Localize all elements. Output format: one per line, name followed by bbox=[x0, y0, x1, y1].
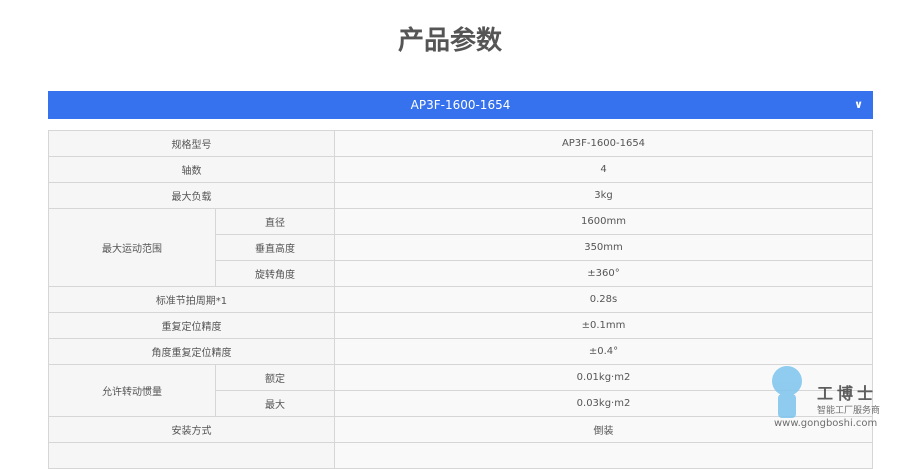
spec-value: 3kg bbox=[334, 182, 873, 209]
spec-sublabel: 最大 bbox=[215, 390, 335, 417]
spec-value: ±0.1mm bbox=[334, 312, 873, 339]
model-selector[interactable]: AP3F-1600-1654 ∨ bbox=[48, 91, 873, 119]
spec-value: AP3F-1600-1654 bbox=[334, 130, 873, 157]
spec-label: 角度重复定位精度 bbox=[48, 338, 335, 365]
table-row: 允许转动惯量 额定 0.01kg·m2 bbox=[48, 364, 873, 417]
spec-value: 0.28s bbox=[334, 286, 873, 313]
spec-value: 1600mm bbox=[334, 208, 873, 235]
spec-label: 重复定位精度 bbox=[48, 312, 335, 339]
spec-sublabel: 旋转角度 bbox=[215, 260, 335, 287]
mascot-body bbox=[778, 394, 796, 418]
spec-table: 规格型号 AP3F-1600-1654 轴数 4 最大负载 3kg 最大运动范围 直径 1… bbox=[48, 130, 873, 469]
spec-value: 倒装 bbox=[334, 416, 873, 443]
spec-label: 规格型号 bbox=[48, 130, 335, 157]
table-row: 垂直高度 350mm bbox=[49, 234, 873, 261]
spec-label: 最大负载 bbox=[48, 182, 335, 209]
table-row: 最大运动范围 直径 1600mm bbox=[48, 208, 873, 287]
watermark-url: www.gongboshi.com bbox=[774, 418, 878, 429]
spec-sublabel: 垂直高度 bbox=[215, 234, 335, 261]
spec-label: 允许转动惯量 bbox=[48, 364, 216, 417]
table-row: 安装方式 倒装 bbox=[48, 416, 873, 443]
table-row: 标准节拍周期*1 0.28s bbox=[48, 286, 873, 313]
mascot-icon bbox=[772, 366, 802, 396]
spec-value: ±360° bbox=[334, 260, 873, 287]
spec-value: 4 bbox=[334, 156, 873, 183]
table-row: 最大负载 3kg bbox=[48, 182, 873, 209]
table-row: 规格型号 AP3F-1600-1654 bbox=[48, 130, 873, 157]
spec-sublabel: 直径 bbox=[215, 208, 335, 235]
spec-label: 标准节拍周期*1 bbox=[48, 286, 335, 313]
spec-sublabel: 额定 bbox=[215, 364, 335, 391]
spec-label: 安装方式 bbox=[48, 416, 335, 443]
watermark-brand: 工博士 bbox=[817, 384, 878, 403]
table-row: 轴数 4 bbox=[48, 156, 873, 183]
table-row: 旋转角度 ±360° bbox=[49, 260, 873, 287]
table-row bbox=[48, 442, 873, 469]
spec-label: 轴数 bbox=[48, 156, 335, 183]
table-row: 角度重复定位精度 ±0.4° bbox=[48, 338, 873, 365]
table-row: 重复定位精度 ±0.1mm bbox=[48, 312, 873, 339]
watermark-logo: 工博士 智能工厂服务商 www.gongboshi.com bbox=[762, 360, 892, 440]
spec-value: 350mm bbox=[334, 234, 873, 261]
model-selector-label: AP3F-1600-1654 bbox=[410, 98, 511, 112]
watermark-slogan: 智能工厂服务商 bbox=[817, 406, 881, 416]
chevron-down-icon: ∨ bbox=[854, 98, 863, 111]
spec-label: 最大运动范围 bbox=[48, 208, 216, 287]
spec-value: ±0.4° bbox=[334, 338, 873, 365]
page-title: 产品参数 bbox=[397, 26, 502, 56]
